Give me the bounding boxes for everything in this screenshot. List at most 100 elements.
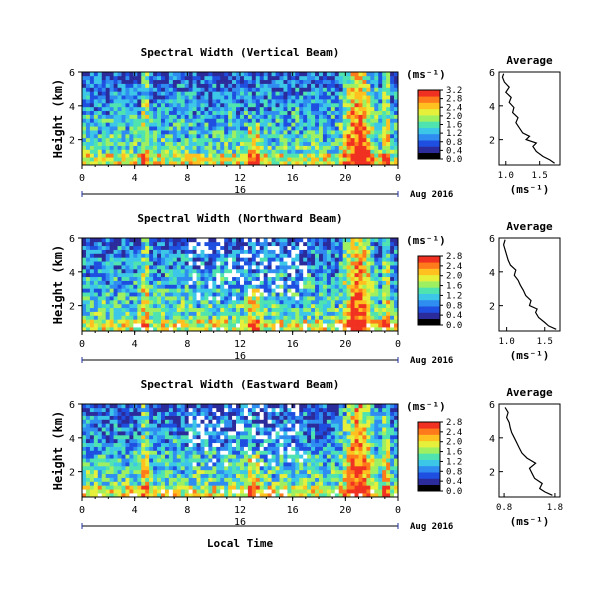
heatmap-cell	[338, 265, 343, 270]
heatmap-cell	[129, 272, 134, 278]
heatmap-cell	[121, 458, 126, 463]
heatmap-cell	[105, 87, 110, 92]
heatmap-cell	[117, 245, 122, 250]
heatmap-cell	[212, 114, 217, 119]
heatmap-cell	[220, 303, 225, 309]
heatmap-cell	[153, 493, 158, 498]
heatmap-cell	[220, 319, 225, 324]
heatmap-cell	[267, 327, 272, 332]
heatmap-cell	[97, 238, 103, 243]
heatmap-cell	[267, 122, 272, 127]
heatmap-cell	[188, 411, 193, 416]
heatmap-cell	[247, 307, 253, 312]
heatmap-cell	[117, 469, 122, 475]
heatmap-cell	[311, 134, 316, 139]
heatmap-cell	[180, 415, 185, 420]
heatmap-cell	[168, 489, 174, 494]
heatmap-cell	[113, 404, 118, 409]
heatmap-cell	[149, 272, 154, 278]
heatmap-cell	[390, 257, 395, 262]
heatmap-cell	[212, 319, 217, 324]
heatmap-cell	[346, 114, 351, 119]
heatmap-cell	[303, 153, 308, 158]
heatmap-cell	[366, 249, 371, 254]
heatmap-cell	[275, 72, 280, 77]
heatmap-cell	[319, 141, 324, 146]
heatmap-cell	[382, 110, 387, 115]
heatmap-cell	[303, 114, 308, 119]
heatmap-cell	[271, 95, 276, 100]
heatmap-cell	[295, 311, 300, 316]
heatmap-cell	[315, 110, 320, 115]
heatmap-cell	[271, 269, 276, 274]
heatmap-cell	[378, 261, 383, 266]
heatmap-cell	[378, 114, 383, 119]
heatmap-cell	[291, 280, 296, 285]
heatmap-cell	[390, 110, 395, 115]
heatmap-cell	[200, 261, 205, 266]
heatmap-cell	[322, 87, 328, 92]
heatmap-cell	[228, 103, 233, 108]
heatmap-cell	[105, 485, 110, 490]
heatmap-cell	[303, 284, 308, 289]
heatmap-cell	[330, 106, 336, 112]
heatmap-cell	[172, 307, 178, 312]
heatmap-cell	[307, 75, 312, 81]
heatmap-cell	[354, 72, 359, 77]
heatmap-cell	[224, 126, 229, 131]
heatmap-cell	[89, 307, 95, 312]
heatmap-cell	[172, 284, 178, 289]
heatmap-cell	[85, 130, 91, 135]
heatmap-cell	[93, 257, 99, 262]
heatmap-cell	[334, 249, 340, 254]
heatmap-cell	[326, 134, 332, 139]
heatmap-cell	[117, 489, 122, 494]
heatmap-cell	[295, 276, 300, 281]
heatmap-cell	[228, 134, 233, 139]
heatmap-cell	[247, 95, 253, 100]
heatmap-cell	[176, 319, 182, 324]
heatmap-cell	[89, 157, 95, 162]
heatmap-cell	[342, 288, 347, 293]
heatmap-cell	[240, 106, 245, 112]
heatmap-cell	[125, 261, 130, 266]
heatmap-cell	[267, 141, 272, 146]
heatmap-cell	[93, 145, 99, 150]
heatmap-cell	[85, 319, 91, 324]
heatmap-cell	[267, 323, 272, 328]
heatmap-cell	[251, 83, 257, 88]
heatmap-cell	[311, 141, 316, 146]
heatmap-cell	[121, 462, 126, 467]
heatmap-cell	[220, 411, 225, 416]
heatmap-cell	[224, 462, 229, 467]
heatmap-cell	[200, 427, 205, 432]
heatmap-cell	[263, 149, 268, 154]
heatmap-cell	[255, 257, 261, 262]
heatmap-cell	[243, 161, 249, 166]
heatmap-cell	[121, 438, 126, 444]
heatmap-cell	[149, 438, 154, 444]
heatmap-cell	[184, 300, 189, 305]
heatmap-cell	[390, 153, 395, 158]
heatmap-cell	[236, 280, 241, 285]
heatmap-cell	[295, 261, 300, 266]
heatmap-cell	[322, 137, 328, 143]
heatmap-cell	[220, 118, 225, 123]
heatmap-cell	[204, 265, 209, 270]
heatmap-cell	[145, 323, 150, 328]
heatmap-cell	[97, 323, 103, 328]
heatmap-cell	[85, 103, 91, 108]
heatmap-cell	[85, 272, 91, 278]
heatmap-cell	[196, 469, 201, 475]
heatmap-cell	[319, 269, 324, 274]
heatmap-cell	[247, 280, 253, 285]
heatmap-cell	[121, 87, 126, 92]
heatmap-cell	[184, 238, 189, 243]
heatmap-cell	[319, 99, 324, 104]
heatmap-cell	[378, 249, 383, 254]
heatmap-cell	[220, 485, 225, 490]
heatmap-cell	[255, 114, 261, 119]
heatmap-cell	[216, 257, 221, 262]
heatmap-cell	[240, 319, 245, 324]
heatmap-cell	[121, 446, 126, 451]
